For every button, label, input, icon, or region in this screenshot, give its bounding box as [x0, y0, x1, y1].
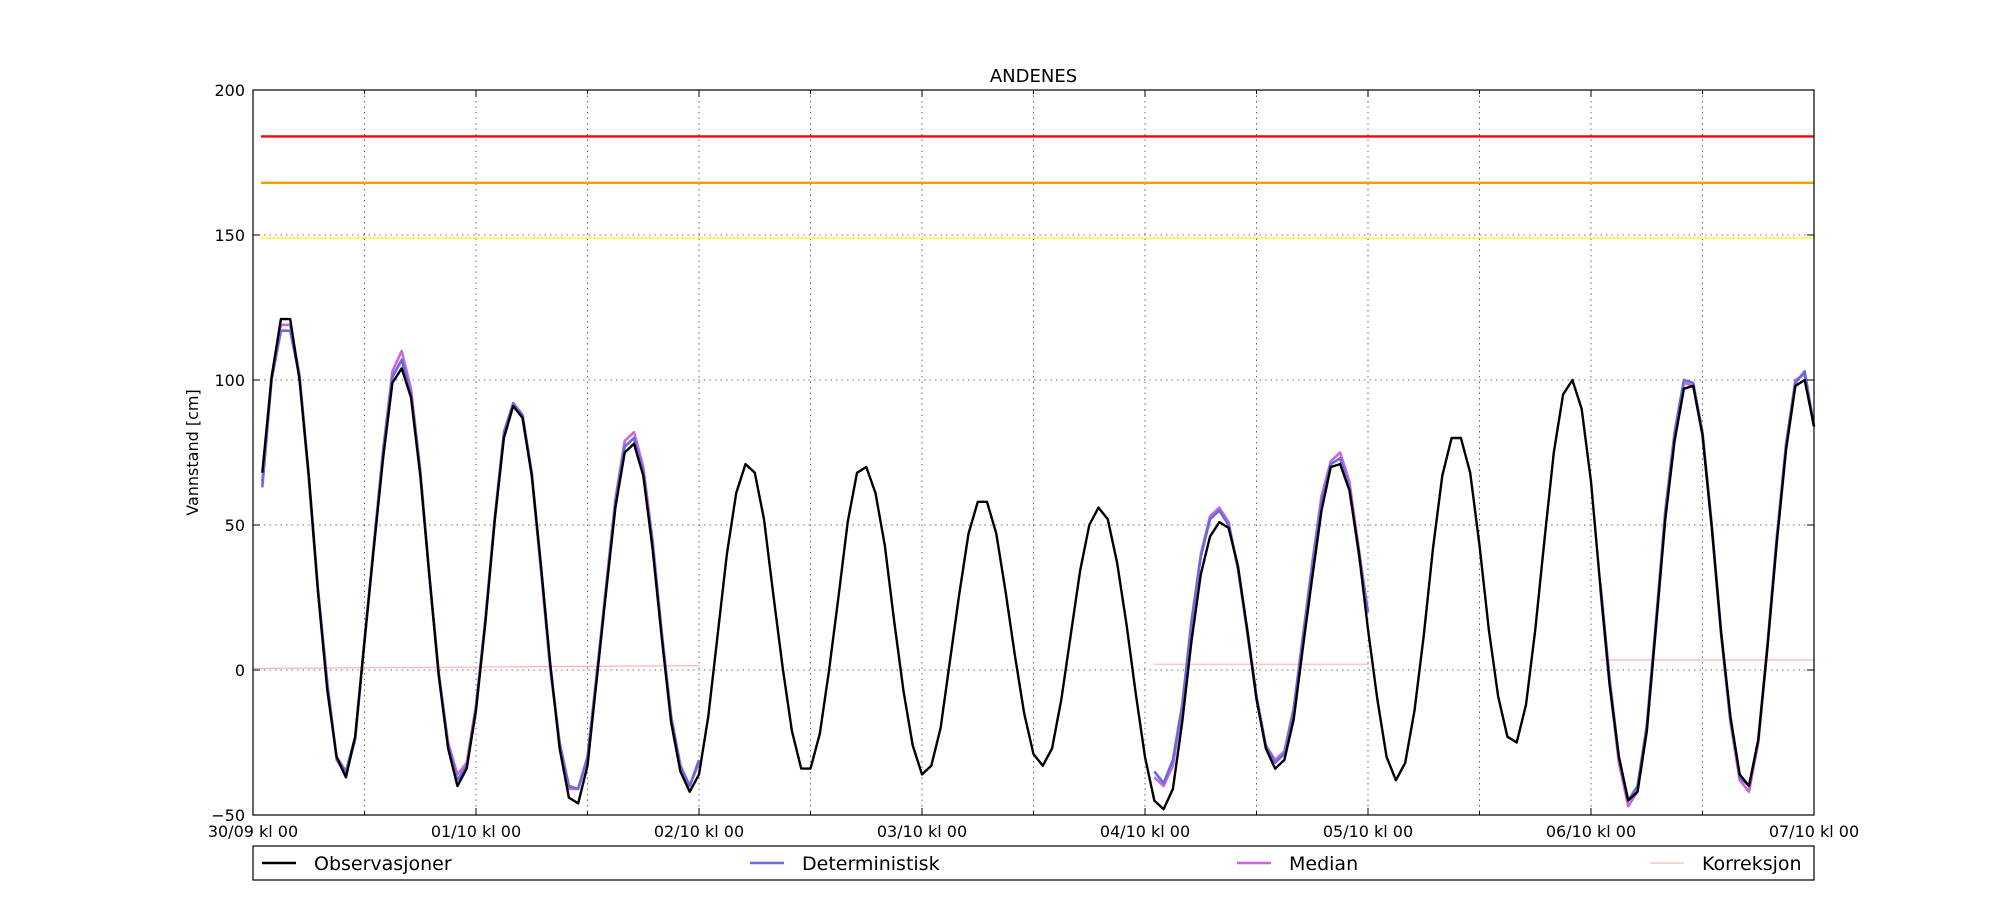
- x-tick-label: 02/10 kl 00: [654, 822, 744, 841]
- legend-label-korreksjon: Korreksjon: [1702, 853, 1802, 875]
- y-tick-label: 200: [214, 81, 245, 100]
- series-korreksjon-line-1: [252, 664, 700, 670]
- x-tick-label: 04/10 kl 00: [1100, 822, 1190, 841]
- legend-label-deterministisk: Deterministisk: [802, 853, 940, 875]
- x-tick-label: 07/10 kl 00: [1769, 822, 1859, 841]
- threshold-lines: [261, 135, 1814, 240]
- x-tick-label: 03/10 kl 00: [877, 822, 967, 841]
- legend-label-observasjoner: Observasjoner: [314, 853, 452, 875]
- y-tick-label: 150: [214, 226, 245, 245]
- series-lines: [252, 317, 1816, 811]
- chart-title: ANDENES: [990, 66, 1077, 87]
- y-tick-label: 100: [214, 371, 245, 390]
- x-tick-label: 30/09 kl 00: [208, 822, 298, 841]
- x-tick-label: 05/10 kl 00: [1323, 822, 1413, 841]
- legend-label-median: Median: [1289, 853, 1358, 875]
- x-tick-label: 06/10 kl 00: [1546, 822, 1636, 841]
- y-axis-label: Vannstand [cm]: [183, 389, 202, 515]
- y-tick-label: −50: [211, 806, 245, 825]
- axis-ticks: 30/09 kl 00 01/10 kl 00 02/10 kl 00 03/10 k…: [208, 81, 1859, 841]
- legend-box: [252, 845, 1815, 881]
- series-observasjoner-line: [261, 317, 1816, 811]
- y-tick-label: 50: [225, 516, 245, 535]
- x-tick-label: 01/10 kl 00: [431, 822, 521, 841]
- y-tick-label: 0: [235, 661, 245, 680]
- legend: Observasjoner Deterministisk Median Korreks…: [252, 845, 1815, 881]
